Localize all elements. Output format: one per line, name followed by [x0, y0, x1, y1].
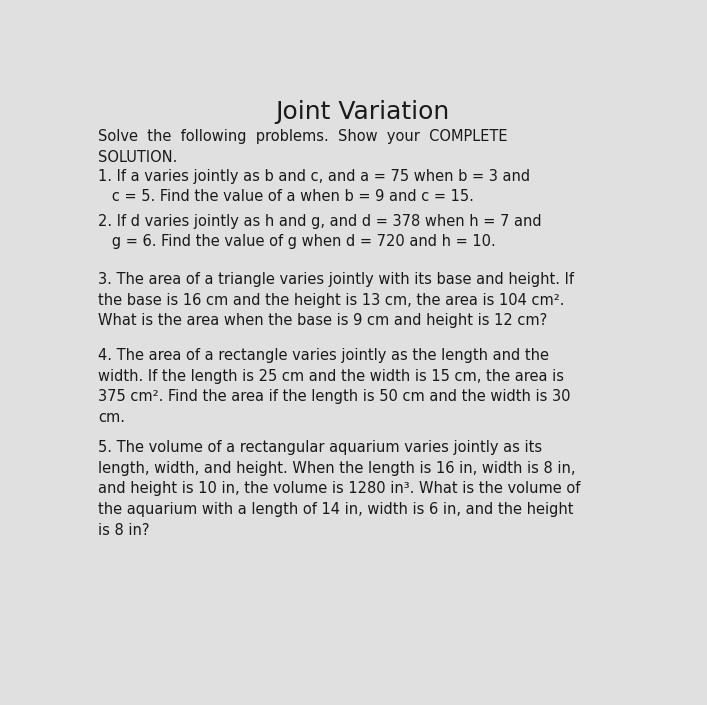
Text: 5. The volume of a rectangular aquarium varies jointly as its: 5. The volume of a rectangular aquarium …: [98, 440, 542, 455]
Text: SOLUTION.: SOLUTION.: [98, 149, 177, 165]
Text: and height is 10 in, the volume is 1280 in³. What is the volume of: and height is 10 in, the volume is 1280 …: [98, 482, 580, 496]
Text: What is the area when the base is 9 cm and height is 12 cm?: What is the area when the base is 9 cm a…: [98, 313, 547, 328]
Text: g = 6. Find the value of g when d = 720 and h = 10.: g = 6. Find the value of g when d = 720 …: [98, 235, 496, 250]
Text: c = 5. Find the value of a when b = 9 and c = 15.: c = 5. Find the value of a when b = 9 an…: [98, 190, 474, 204]
Text: the aquarium with a length of 14 in, width is 6 in, and the height: the aquarium with a length of 14 in, wid…: [98, 502, 574, 517]
Text: the base is 16 cm and the height is 13 cm, the area is 104 cm².: the base is 16 cm and the height is 13 c…: [98, 293, 565, 307]
Text: 1. If a varies jointly as b and c, and a = 75 when b = 3 and: 1. If a varies jointly as b and c, and a…: [98, 168, 530, 184]
Text: Joint Variation: Joint Variation: [275, 100, 450, 124]
Text: 3. The area of a triangle varies jointly with its base and height. If: 3. The area of a triangle varies jointly…: [98, 272, 574, 287]
Text: length, width, and height. When the length is 16 in, width is 8 in,: length, width, and height. When the leng…: [98, 461, 575, 476]
Text: 4. The area of a rectangle varies jointly as the length and the: 4. The area of a rectangle varies jointl…: [98, 348, 549, 363]
Text: cm.: cm.: [98, 410, 125, 425]
Text: Solve  the  following  problems.  Show  your  COMPLETE: Solve the following problems. Show your …: [98, 129, 508, 144]
Text: 2. If d varies jointly as h and g, and d = 378 when h = 7 and: 2. If d varies jointly as h and g, and d…: [98, 214, 542, 229]
Text: width. If the length is 25 cm and the width is 15 cm, the area is: width. If the length is 25 cm and the wi…: [98, 369, 564, 384]
Text: 375 cm². Find the area if the length is 50 cm and the width is 30: 375 cm². Find the area if the length is …: [98, 389, 571, 404]
Text: is 8 in?: is 8 in?: [98, 522, 150, 538]
